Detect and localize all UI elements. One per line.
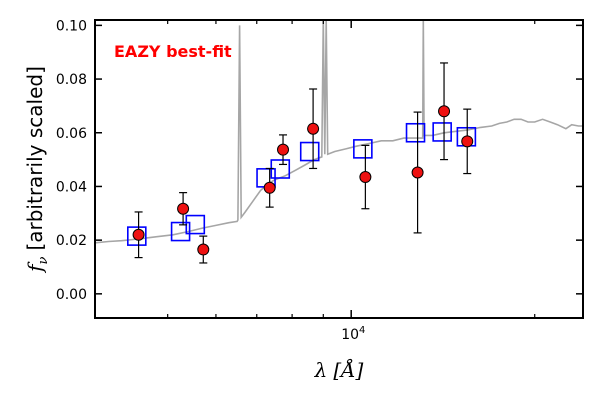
- y-axis-title: fν[arbitrarily scaled]: [23, 66, 51, 274]
- observed-flux-point: [438, 105, 451, 118]
- observed-flux-point: [197, 243, 210, 256]
- sed-model-curve: [95, 20, 583, 244]
- model-flux-marker: [127, 226, 147, 246]
- model-flux-marker: [432, 122, 452, 142]
- x-tick-label-exponent: 4: [359, 325, 365, 336]
- x-axis-title: λ [Å]: [314, 357, 364, 382]
- observed-flux-point: [132, 228, 145, 241]
- y-tick-label: 0.10: [56, 18, 87, 34]
- x-axis-unit: [Å]: [333, 357, 363, 382]
- model-flux-marker: [299, 141, 320, 162]
- y-axis-text: [arbitrarily scaled]: [23, 66, 47, 250]
- plot-frame: [94, 19, 584, 319]
- annotation-label: EAZY best-fit: [114, 42, 232, 61]
- y-tick-label: 0.00: [56, 287, 87, 303]
- observed-flux-point: [263, 181, 276, 194]
- x-axis-symbol: λ: [314, 358, 328, 382]
- observed-flux-point: [461, 135, 474, 148]
- observed-flux-point: [411, 166, 424, 179]
- model-flux-marker: [353, 139, 373, 159]
- observed-flux-point: [177, 202, 190, 215]
- observed-flux-point: [307, 122, 320, 135]
- model-flux-marker: [170, 221, 191, 242]
- y-tick-label: 0.06: [56, 126, 87, 142]
- y-tick-label: 0.02: [56, 233, 87, 249]
- observed-flux-point: [359, 171, 372, 184]
- plot-background: [95, 20, 583, 318]
- observed-flux-point: [277, 143, 290, 156]
- x-tick-label-base: 10: [341, 327, 359, 343]
- y-tick-label: 0.08: [56, 72, 87, 88]
- y-axis-subscript: ν: [36, 256, 51, 264]
- y-tick-label: 0.04: [56, 179, 87, 195]
- x-tick-label: 104: [341, 325, 365, 343]
- model-flux-marker: [405, 122, 426, 143]
